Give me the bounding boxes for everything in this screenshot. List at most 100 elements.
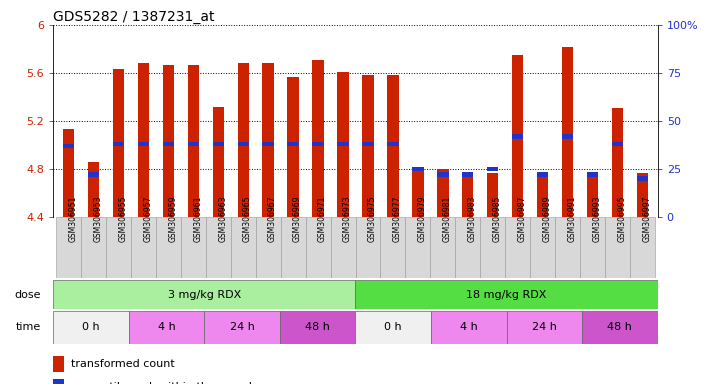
Bar (538, 172, 548, 217)
FancyBboxPatch shape (481, 217, 506, 278)
Text: 24 h: 24 h (532, 322, 557, 333)
Text: GSM306957: GSM306957 (143, 195, 152, 242)
Bar (412, 167, 424, 171)
Text: 24 h: 24 h (230, 322, 255, 333)
FancyBboxPatch shape (506, 217, 530, 278)
Text: GSM306959: GSM306959 (169, 195, 177, 242)
Text: transformed count: transformed count (71, 359, 175, 369)
Bar (63, 144, 74, 148)
Bar (338, 72, 348, 217)
FancyBboxPatch shape (280, 311, 356, 344)
Bar (338, 142, 348, 146)
Bar (487, 167, 498, 171)
Bar (138, 63, 149, 217)
FancyBboxPatch shape (582, 311, 658, 344)
Text: GSM306951: GSM306951 (68, 195, 77, 242)
Bar (262, 63, 274, 217)
Text: GSM306997: GSM306997 (643, 195, 652, 242)
Bar (637, 176, 648, 181)
Text: GSM306955: GSM306955 (118, 195, 127, 242)
Bar (237, 63, 249, 217)
Text: GSM306965: GSM306965 (243, 195, 252, 242)
FancyBboxPatch shape (380, 217, 405, 278)
FancyBboxPatch shape (156, 217, 181, 278)
FancyBboxPatch shape (356, 280, 658, 309)
Bar (87, 172, 99, 177)
FancyBboxPatch shape (181, 217, 205, 278)
Bar (363, 142, 373, 146)
Text: GDS5282 / 1387231_at: GDS5282 / 1387231_at (53, 10, 215, 23)
Text: 4 h: 4 h (158, 322, 176, 333)
Text: GSM306975: GSM306975 (368, 195, 377, 242)
Text: dose: dose (14, 290, 41, 300)
Bar (562, 134, 573, 139)
Bar (637, 172, 648, 217)
Bar (53, 356, 64, 372)
Bar (612, 108, 624, 217)
Bar (53, 379, 64, 384)
FancyBboxPatch shape (56, 217, 81, 278)
Text: 3 mg/kg RDX: 3 mg/kg RDX (168, 290, 241, 300)
Bar (237, 142, 249, 146)
Text: time: time (16, 322, 41, 333)
FancyBboxPatch shape (81, 217, 106, 278)
Text: GSM306953: GSM306953 (93, 195, 102, 242)
FancyBboxPatch shape (131, 217, 156, 278)
Bar (587, 172, 599, 217)
FancyBboxPatch shape (281, 217, 306, 278)
Bar (612, 142, 624, 146)
Text: GSM306963: GSM306963 (218, 195, 227, 242)
Text: GSM306995: GSM306995 (618, 195, 626, 242)
Bar (312, 142, 324, 146)
Bar (462, 172, 474, 217)
Bar (188, 142, 199, 146)
FancyBboxPatch shape (106, 217, 131, 278)
Text: GSM306983: GSM306983 (468, 195, 477, 242)
Bar (562, 46, 573, 217)
Text: GSM306971: GSM306971 (318, 195, 327, 242)
FancyBboxPatch shape (256, 217, 281, 278)
Bar (487, 172, 498, 217)
Text: GSM306981: GSM306981 (443, 196, 452, 242)
Text: 18 mg/kg RDX: 18 mg/kg RDX (466, 290, 547, 300)
Bar (287, 76, 299, 217)
Bar (587, 172, 599, 177)
FancyBboxPatch shape (356, 311, 431, 344)
Bar (287, 142, 299, 146)
Bar (512, 134, 523, 139)
Bar (412, 167, 424, 217)
FancyBboxPatch shape (506, 311, 582, 344)
FancyBboxPatch shape (331, 217, 356, 278)
Bar (512, 55, 523, 217)
Text: GSM306977: GSM306977 (393, 195, 402, 242)
Bar (387, 75, 399, 217)
Bar (437, 169, 449, 217)
FancyBboxPatch shape (431, 311, 506, 344)
Text: 0 h: 0 h (82, 322, 100, 333)
FancyBboxPatch shape (53, 311, 129, 344)
Text: GSM306987: GSM306987 (518, 195, 527, 242)
Text: GSM306967: GSM306967 (268, 195, 277, 242)
FancyBboxPatch shape (555, 217, 580, 278)
Text: GSM306969: GSM306969 (293, 195, 302, 242)
Text: GSM306961: GSM306961 (193, 195, 202, 242)
Bar (213, 142, 224, 146)
Bar (312, 60, 324, 217)
Bar (63, 129, 74, 217)
FancyBboxPatch shape (455, 217, 481, 278)
Bar (163, 65, 173, 217)
FancyBboxPatch shape (306, 217, 331, 278)
FancyBboxPatch shape (356, 217, 380, 278)
Bar (213, 107, 224, 217)
Bar (262, 142, 274, 146)
Bar (138, 142, 149, 146)
FancyBboxPatch shape (405, 217, 430, 278)
FancyBboxPatch shape (605, 217, 630, 278)
FancyBboxPatch shape (230, 217, 256, 278)
Text: GSM306985: GSM306985 (493, 195, 502, 242)
Text: 4 h: 4 h (460, 322, 478, 333)
Text: GSM306979: GSM306979 (418, 195, 427, 242)
Bar (387, 142, 399, 146)
FancyBboxPatch shape (580, 217, 605, 278)
Bar (112, 70, 124, 217)
